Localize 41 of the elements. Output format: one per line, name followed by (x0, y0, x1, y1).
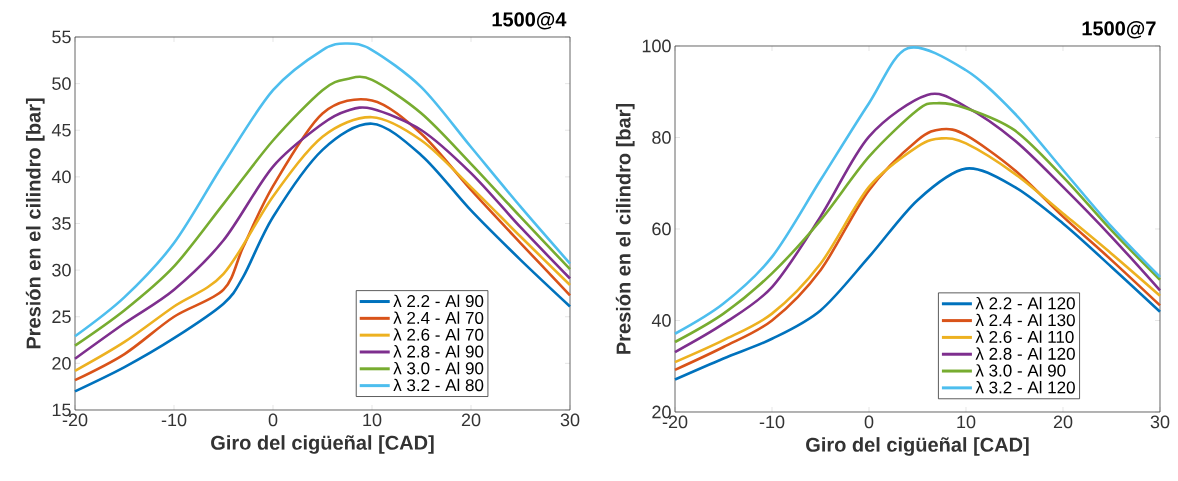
legend-label: λ 2.2 - Al 120 (975, 296, 1075, 310)
legend-label: λ 2.4 - Al 130 (975, 313, 1075, 327)
y-tick-label: 80 (652, 131, 671, 144)
y-tick-label: 40 (51, 170, 71, 184)
x-tick-label: 10 (363, 413, 382, 427)
legend-label: λ 3.0 - Al 90 (975, 364, 1066, 377)
x-tick-label: 30 (1150, 415, 1170, 429)
y-tick-label: 60 (652, 222, 671, 236)
legend-label: λ 2.6 - Al 70 (393, 328, 484, 341)
legend-label: λ 3.2 - Al 120 (975, 380, 1075, 394)
x-axis-title: Giro del cigüeñal [CAD] (806, 437, 1029, 456)
chart-title: 1500@4 (492, 12, 567, 30)
x-tick-label: 20 (1053, 415, 1073, 429)
x-tick-label: 30 (560, 413, 580, 427)
x-tick-label: 10 (957, 415, 976, 429)
x-tick-label: 0 (268, 413, 278, 427)
legend-label: λ 2.6 - Al 110 (975, 330, 1074, 343)
legend-label: λ 3.2 - Al 80 (393, 378, 484, 392)
legend-label: λ 2.4 - Al 70 (393, 311, 484, 324)
y-tick-label: 25 (52, 310, 71, 324)
x-tick-label: 0 (864, 415, 874, 429)
y-tick-label: 40 (651, 314, 671, 327)
chart-title: 1500@7 (1082, 21, 1156, 39)
y-tick-label: 30 (52, 263, 71, 277)
y-axis-title: Presión en el cilindro [bar] (25, 98, 45, 349)
legend-label: λ 3.0 - Al 90 (393, 361, 484, 375)
legend-label: λ 2.8 - Al 90 (393, 345, 484, 358)
y-tick-label: 35 (52, 217, 71, 230)
y-tick-label: 45 (51, 123, 71, 137)
x-axis-title: Giro del cigüeñal [CAD] (211, 435, 434, 454)
y-tick-label: 100 (642, 39, 671, 53)
x-tick-label: -10 (161, 413, 187, 427)
x-tick-label: -10 (759, 415, 785, 429)
y-tick-label: 50 (52, 77, 71, 90)
y-tick-label: 20 (52, 356, 71, 370)
legend-label: λ 2.8 - Al 120 (975, 347, 1075, 360)
line-series (673, 167, 1162, 381)
y-axis-title: Presión en el cilindro [bar] (615, 103, 635, 354)
x-tick-label: 20 (461, 413, 481, 427)
y-tick-label: 55 (52, 30, 71, 44)
legend-label: λ 2.2 - Al 90 (393, 294, 484, 308)
